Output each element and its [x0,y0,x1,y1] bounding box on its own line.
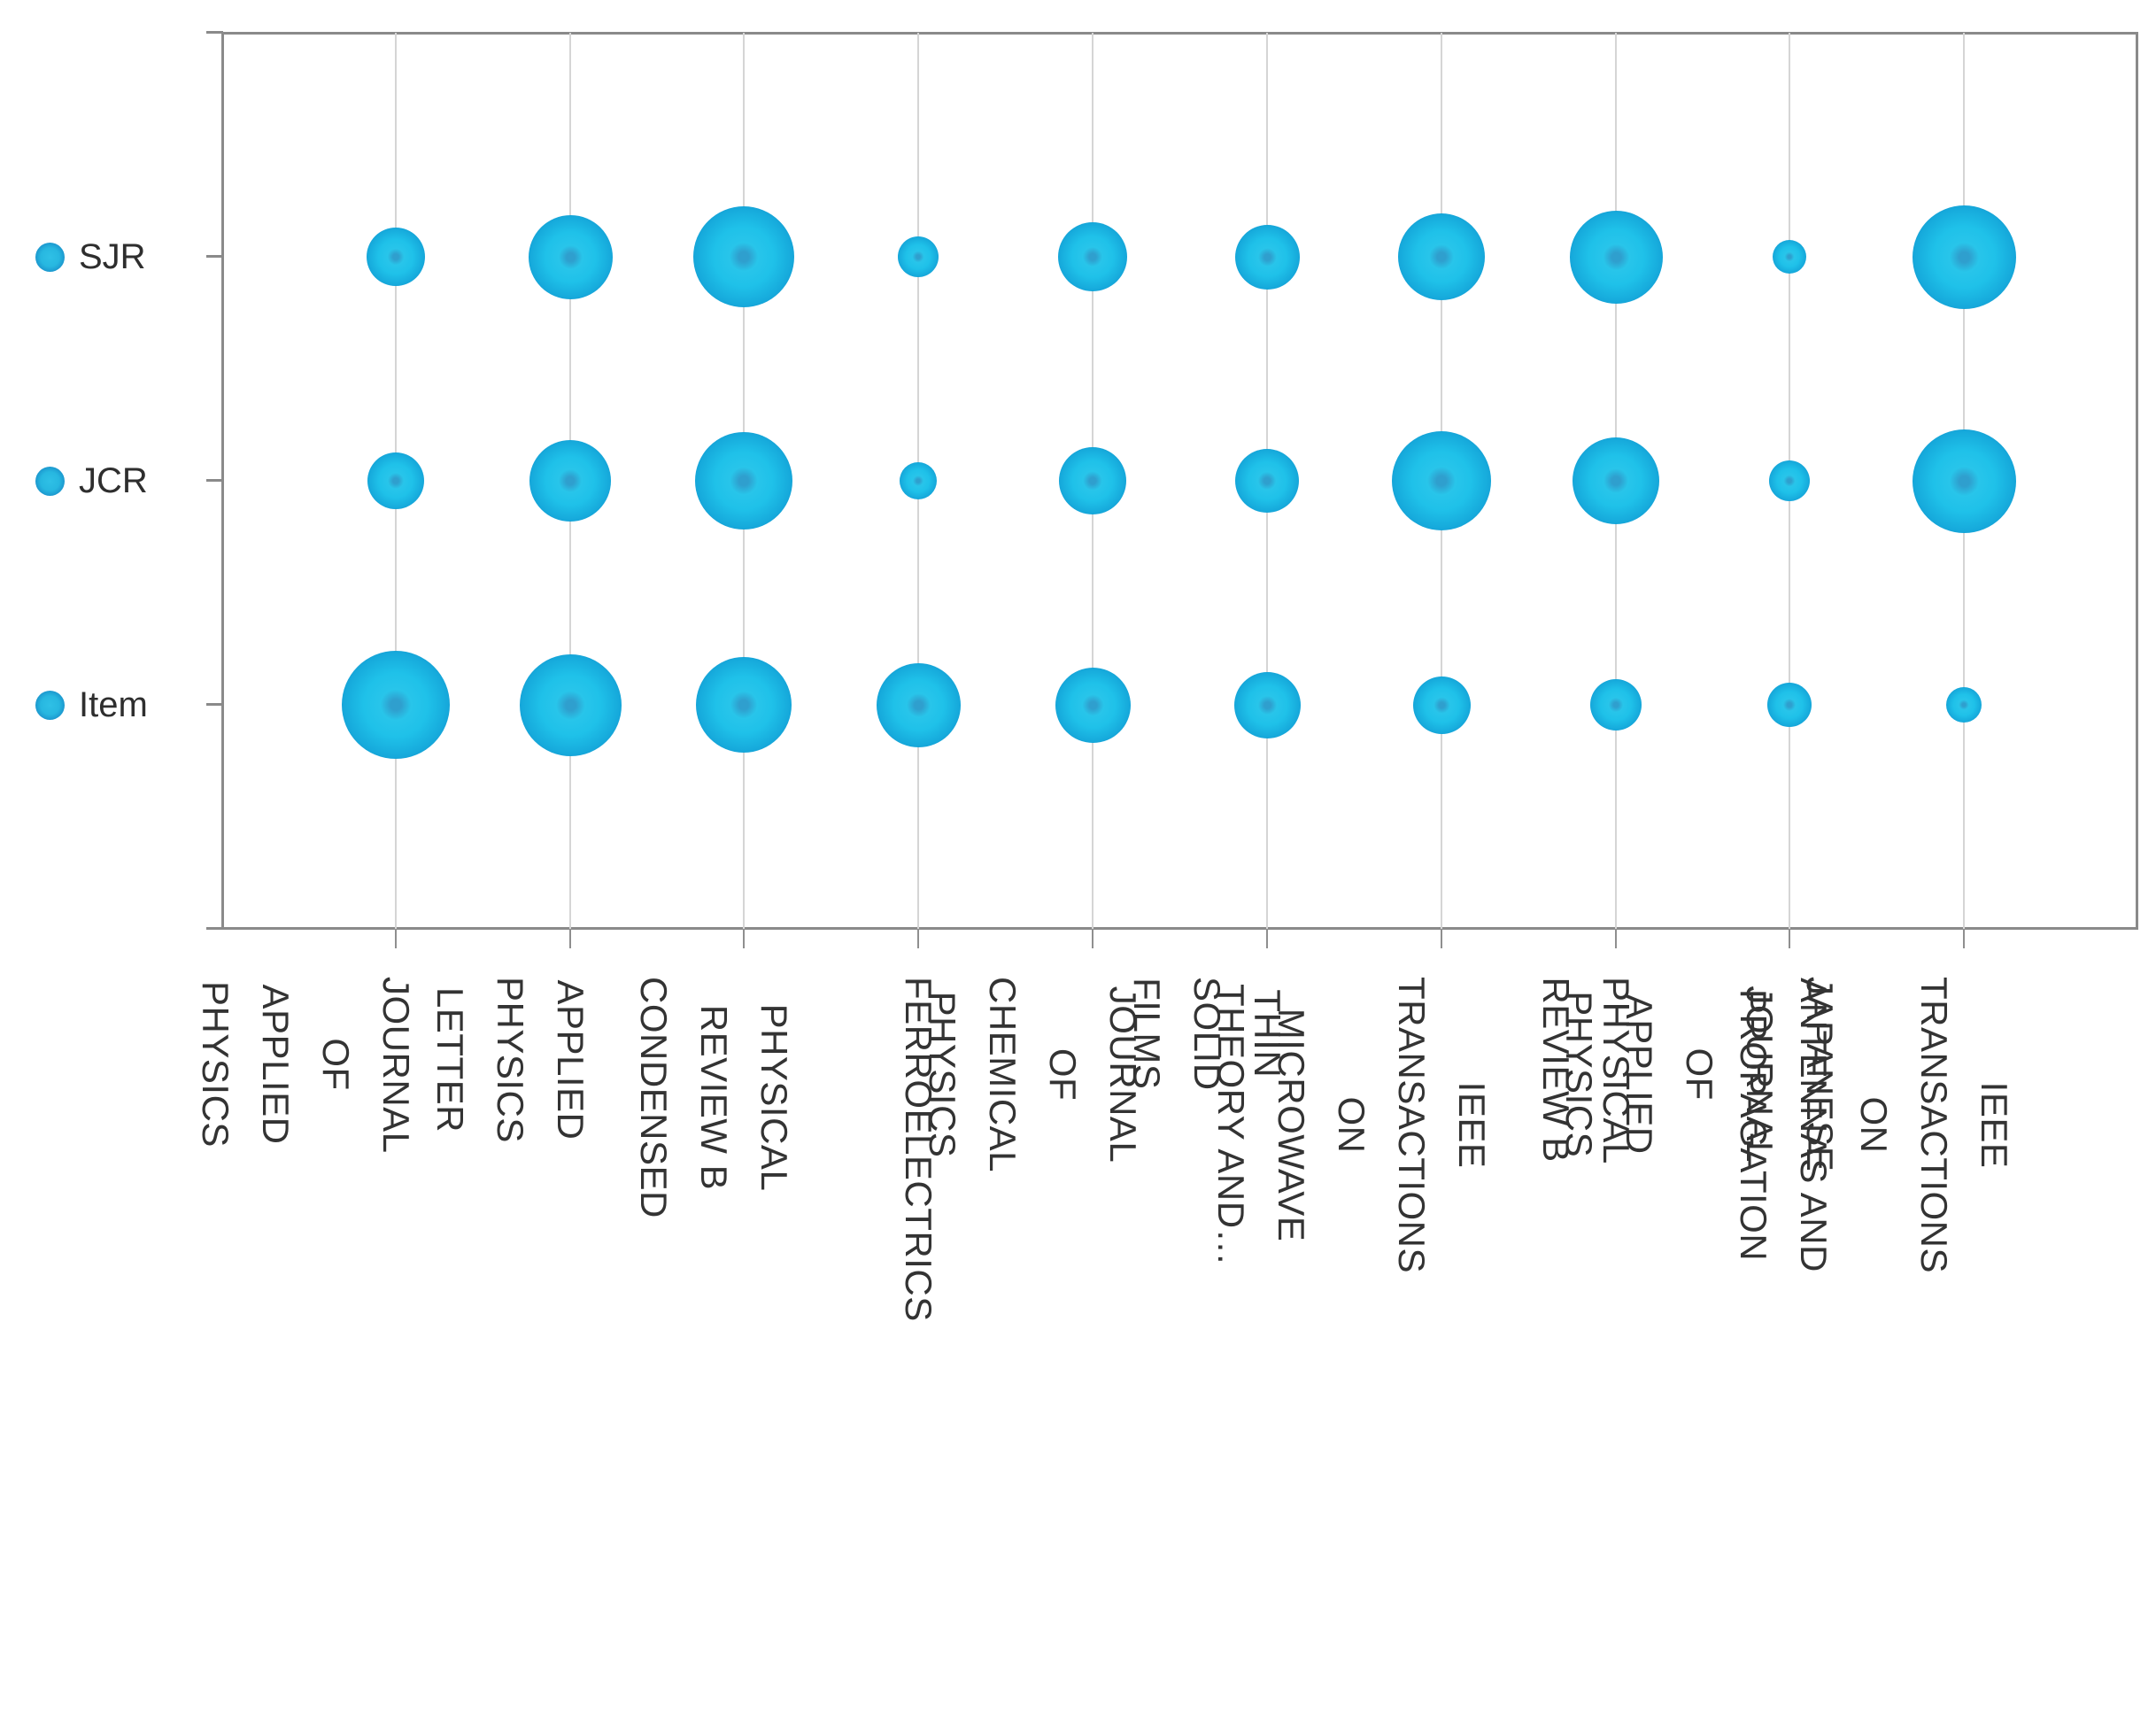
x-axis-tick [743,929,745,948]
x-axis-tick [1092,929,1093,948]
bubble-jcr-col5 [1059,447,1126,514]
y-axis-tick [206,703,223,706]
y-axis-tick [206,479,223,482]
bubble-jcr-col9 [1769,460,1810,501]
bubble-sjr-col4 [898,236,939,277]
y-axis-tick [206,255,223,258]
x-axis-tick [1266,929,1268,948]
bubble-sjr-col3 [693,206,794,307]
legend-label-item: Item [79,684,148,724]
bubble-jcr-col4 [900,462,937,499]
bubble-item-col10 [1946,687,1982,723]
legend-bullet-icon [35,690,65,720]
legend-item-item: Item [35,676,148,734]
bubble-sjr-col9 [1773,240,1806,274]
legend-bullet-icon [35,466,65,496]
bubble-item-col9 [1767,683,1812,727]
bubble-jcr-col8 [1573,437,1659,524]
x-axis-tick [395,929,397,948]
x-axis-tick [1615,929,1617,948]
bubble-item-col6 [1233,671,1301,738]
bubble-sjr-col10 [1912,205,2016,309]
plot-area [221,32,2138,930]
legend-item-jcr: JCR [35,452,148,510]
legend-label-jcr: JCR [79,460,148,500]
y-axis-tick [206,31,223,34]
bubble-item-col4 [876,662,961,747]
bubble-sjr-col7 [1398,213,1485,300]
bubble-jcr-col10 [1912,429,2016,533]
x-axis-label: IEEE TRANSACTIONS ON ANTENNAS AND PROPAG… [1733,977,2015,1274]
x-axis-label: APPLIED PHYSICS LETTER [429,977,591,1143]
bubble-sjr-col5 [1058,222,1127,291]
x-axis-tick [1963,929,1965,948]
bubble-item-col8 [1590,679,1642,731]
bubble-item-col2 [519,653,622,756]
x-axis-label: JOURNAL OF APPLIED PHYSICS [195,977,417,1154]
legend-bullet-icon [35,242,65,272]
y-axis-tick [206,927,223,930]
bubble-jcr-col7 [1392,431,1491,530]
bubble-item-col5 [1055,667,1131,743]
bubble-sjr-col8 [1569,210,1663,304]
x-axis-tick [1441,929,1442,948]
x-axis-tick [917,929,919,948]
x-axis-tick [1789,929,1790,948]
x-axis-label: IEEE TRANSACTIONS ON MICROWAVE THEORY AN… [1210,977,1493,1274]
bubble-jcr-col6 [1235,449,1299,513]
x-axis-tick [569,929,571,948]
bubble-sjr-col2 [528,214,613,299]
bubble-jcr-col2 [529,440,611,522]
bubble-jcr-col3 [695,432,792,530]
bubble-jcr-col1 [367,452,424,509]
bubble-sjr-col1 [367,228,425,286]
bubble-item-col3 [696,657,792,753]
bubble-item-col1 [342,651,450,759]
bubble-sjr-col6 [1234,224,1300,290]
legend-item-sjr: SJR [35,228,146,286]
bubble-item-col7 [1412,676,1471,734]
legend-label-sjr: SJR [79,236,146,276]
x-axis-label: PHYSICAL REVIEW B CONDENSED [633,977,795,1218]
